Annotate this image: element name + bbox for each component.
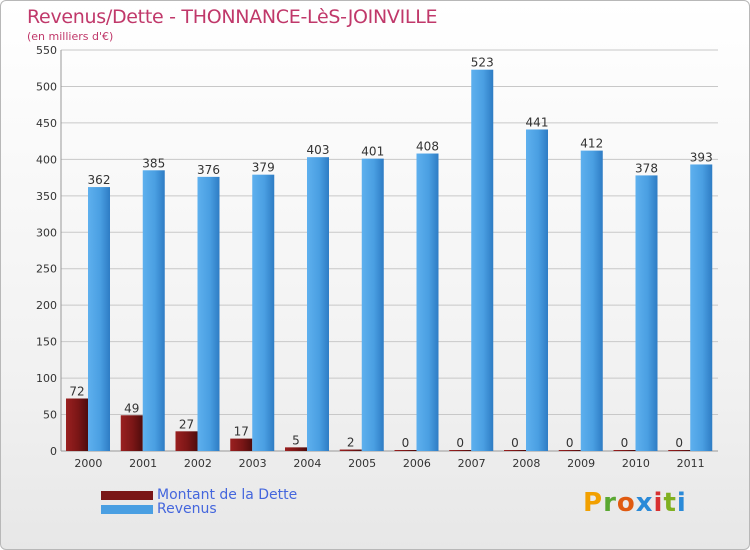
- data-label-revenus: 393: [690, 150, 713, 164]
- data-label-revenus: 408: [416, 140, 439, 154]
- bar-dette: [339, 449, 362, 451]
- data-label-revenus: 385: [142, 156, 165, 170]
- x-tick-label: 2007: [458, 457, 486, 470]
- data-label-dette: 5: [292, 433, 300, 447]
- y-tick-label: 550: [36, 44, 57, 57]
- data-label-revenus: 441: [526, 115, 549, 129]
- data-label-dette: 72: [69, 385, 84, 399]
- y-tick-label: 150: [36, 336, 57, 349]
- x-tick-label: 2009: [567, 457, 595, 470]
- y-tick-label: 300: [36, 226, 57, 239]
- data-label-revenus: 376: [197, 163, 220, 177]
- logo-letter: o: [616, 488, 636, 518]
- x-tick-label: 2000: [74, 457, 102, 470]
- x-tick-label: 2004: [293, 457, 321, 470]
- data-label-dette: 0: [402, 436, 410, 450]
- data-label-dette: 0: [566, 436, 574, 450]
- y-tick-label: 500: [36, 80, 57, 93]
- bar-revenus: [526, 129, 548, 452]
- x-tick-label: 2006: [403, 457, 431, 470]
- bar-revenus: [252, 174, 275, 451]
- data-label-dette: 0: [675, 436, 683, 450]
- x-tick-label: 2002: [184, 457, 212, 470]
- bar-revenus: [197, 176, 220, 451]
- data-label-revenus: 403: [307, 143, 330, 157]
- bar-revenus: [361, 158, 384, 451]
- bar-revenus: [142, 170, 165, 452]
- bar-revenus: [635, 175, 658, 452]
- bar-dette: [230, 438, 253, 451]
- legend-item-dette: Montant de la Dette: [101, 487, 298, 503]
- bar-dette: [175, 431, 198, 451]
- legend-item-revenus: Revenus: [101, 501, 217, 517]
- y-tick-label: 200: [36, 299, 57, 312]
- bar-dette: [613, 450, 636, 451]
- data-label-revenus: 412: [580, 137, 603, 151]
- bar-revenus: [416, 153, 439, 451]
- data-label-revenus: 362: [88, 173, 111, 187]
- data-label-dette: 27: [179, 417, 194, 431]
- x-tick-label: 2011: [677, 457, 705, 470]
- legend-label-revenus: Revenus: [157, 501, 217, 517]
- data-label-revenus: 378: [635, 161, 658, 175]
- legend-swatch-dette: [101, 490, 153, 500]
- data-label-dette: 0: [511, 436, 519, 450]
- x-tick-label: 2010: [622, 457, 650, 470]
- data-label-dette: 0: [456, 436, 464, 450]
- data-label-dette: 49: [124, 401, 139, 415]
- bar-revenus: [690, 164, 713, 451]
- logo-letter: t: [663, 488, 677, 518]
- bar-dette: [558, 450, 581, 451]
- data-label-dette: 2: [347, 436, 355, 450]
- y-tick-label: 50: [43, 409, 57, 422]
- bar-revenus: [580, 150, 603, 451]
- chart-unit-label: (en milliers d'€): [27, 30, 114, 43]
- x-tick-label: 2003: [239, 457, 267, 470]
- logo-letter: i: [676, 488, 687, 518]
- y-tick-label: 450: [36, 117, 57, 130]
- x-tick-label: 2001: [129, 457, 157, 470]
- x-tick-label: 2005: [348, 457, 376, 470]
- bar-dette: [504, 450, 526, 451]
- logo-letter: P: [583, 488, 604, 518]
- logo-letter: r: [603, 488, 617, 518]
- proxiti-logo: Proxiti: [583, 488, 687, 518]
- bar-dette: [66, 398, 88, 451]
- bar-revenus: [471, 69, 494, 451]
- data-label-revenus: 401: [361, 145, 384, 159]
- bar-revenus: [307, 157, 329, 451]
- y-tick-label: 350: [36, 190, 57, 203]
- data-label-dette: 17: [234, 425, 249, 439]
- legend-label-dette: Montant de la Dette: [157, 487, 298, 503]
- bar-dette: [449, 450, 472, 451]
- bar-revenus: [88, 187, 110, 451]
- chart-title: Revenus/Dette - THONNANCE-LèS-JOINVILLE: [27, 6, 438, 28]
- logo-letter: i: [653, 488, 664, 518]
- legend-swatch-revenus: [101, 504, 153, 514]
- bar-dette: [394, 450, 417, 451]
- y-tick-label: 400: [36, 153, 57, 166]
- logo-letter: x: [635, 488, 654, 518]
- bar-dette: [668, 450, 691, 451]
- y-tick-label: 100: [36, 372, 57, 385]
- bar-dette: [120, 415, 143, 451]
- x-tick-label: 2008: [512, 457, 540, 470]
- data-label-revenus: 379: [252, 161, 275, 175]
- data-label-dette: 0: [621, 436, 629, 450]
- bar-dette: [285, 447, 307, 451]
- y-tick-label: 250: [36, 263, 57, 276]
- data-label-revenus: 523: [471, 56, 494, 70]
- y-tick-label: 0: [50, 445, 57, 458]
